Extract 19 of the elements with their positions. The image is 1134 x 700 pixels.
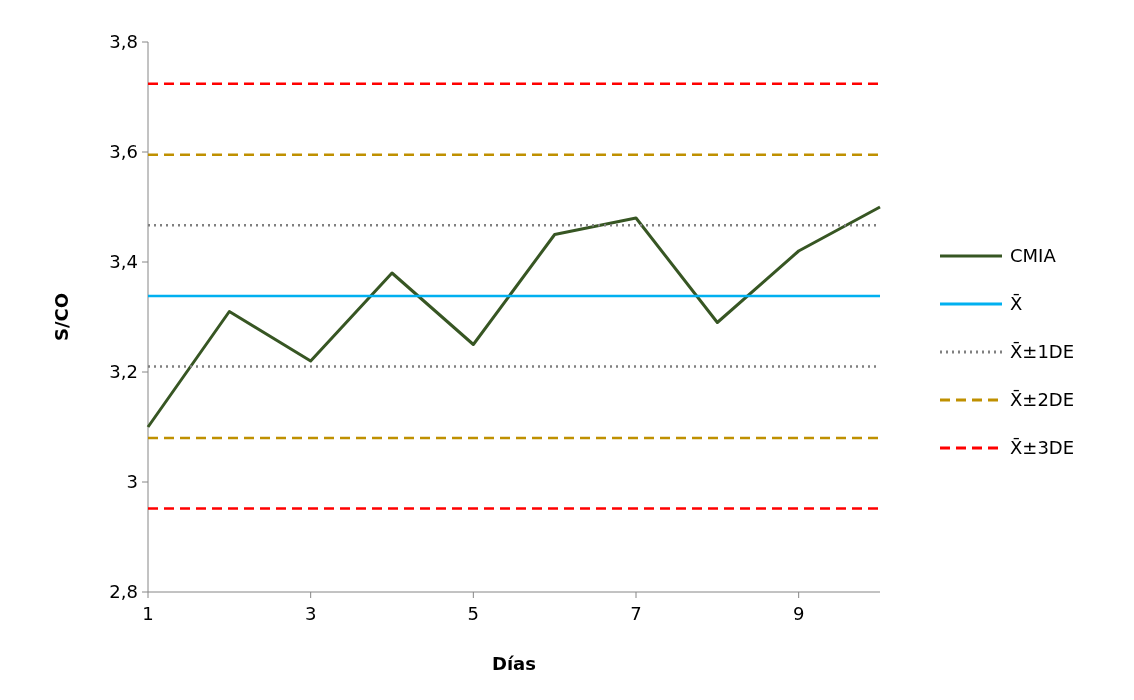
legend-label: X̄±1DE (1010, 341, 1075, 363)
x-tick-label: 5 (467, 603, 480, 624)
y-tick-label: 3,4 (109, 251, 138, 273)
legend-label: CMIA (1010, 245, 1057, 267)
y-tick-label: 3,2 (109, 361, 138, 383)
line-series (146, 205, 882, 429)
x-tick-label: 3 (304, 603, 317, 624)
y-tick-label: 3,6 (109, 141, 138, 163)
x-axis-title: Días (492, 653, 536, 674)
y-axis-title: S/CO (51, 292, 72, 342)
y-tick-label: 3,8 (109, 31, 138, 53)
x-tick-label: 1 (142, 603, 154, 624)
y-tick-label: 3 (126, 471, 138, 493)
legend-label: X̄ (1010, 293, 1023, 315)
x-tick-label: 9 (792, 603, 805, 624)
legend-label: X̄±2DE (1010, 389, 1075, 411)
legend-label: X̄±3DE (1010, 437, 1075, 459)
x-tick-label: 7 (630, 603, 642, 624)
y-tick-label: 2,8 (109, 581, 138, 603)
